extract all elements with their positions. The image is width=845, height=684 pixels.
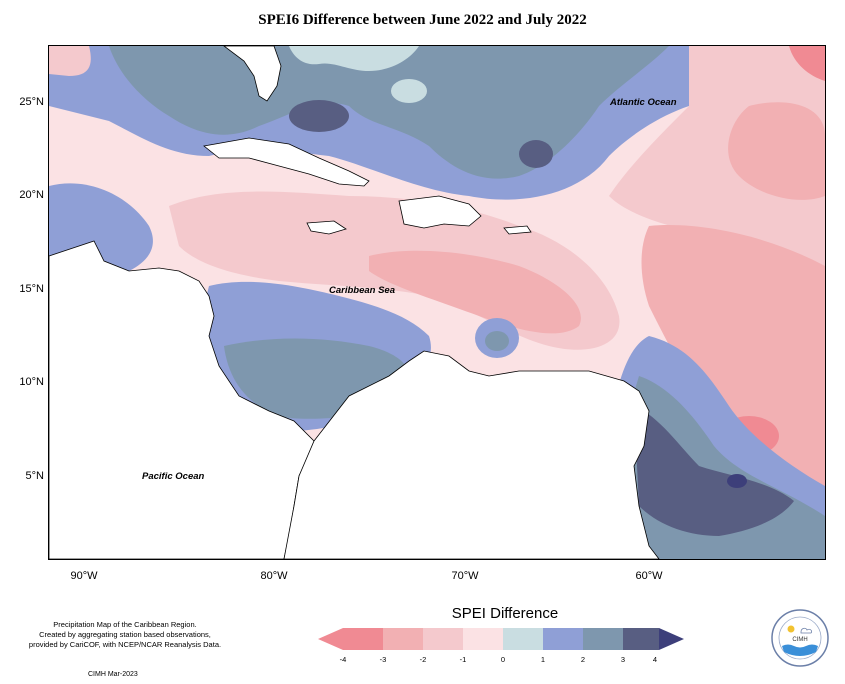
legend-tick-4: 4 bbox=[652, 655, 658, 664]
contour-ne-corner bbox=[789, 46, 825, 81]
land-hispaniola bbox=[398, 195, 482, 229]
lon-label-70: 70°W bbox=[451, 570, 479, 582]
legend-swatch-minus4 bbox=[343, 628, 383, 650]
land-puerto-rico bbox=[503, 225, 532, 235]
land-south-america bbox=[283, 350, 660, 559]
legend-title: SPEI Difference bbox=[451, 605, 559, 622]
contour-ne-deep bbox=[728, 102, 825, 200]
land-florida bbox=[223, 46, 282, 102]
spei-map-canvas bbox=[49, 46, 825, 559]
legend-swatch-lt-minus4 bbox=[318, 628, 343, 650]
legend-swatch-minus3 bbox=[383, 628, 423, 650]
contour-atlantic-light bbox=[391, 79, 427, 103]
legend-swatch-1 bbox=[543, 628, 583, 650]
contour-central-deep bbox=[369, 250, 581, 334]
land-jamaica bbox=[306, 220, 347, 235]
legend-tick-0: 0 bbox=[500, 655, 506, 664]
legend-colorbar bbox=[318, 628, 684, 650]
legend-tick-2: 2 bbox=[580, 655, 586, 664]
spei-map bbox=[48, 45, 826, 560]
contour-east-pink bbox=[641, 225, 825, 497]
lat-label-20: 20°N bbox=[19, 189, 44, 201]
lat-label-15: 15°N bbox=[19, 283, 44, 295]
contour-atlantic-dark bbox=[519, 140, 553, 168]
logo-text: CIMH bbox=[792, 637, 807, 643]
contour-north-light bbox=[289, 46, 419, 71]
cimh-logo: CIMH bbox=[771, 609, 829, 667]
atlantic-ocean-label: Atlantic Ocean bbox=[610, 97, 677, 108]
legend-tick-3: 3 bbox=[620, 655, 626, 664]
land-masses bbox=[49, 46, 660, 559]
lat-label-25: 25°N bbox=[19, 96, 44, 108]
lon-label-90: 90°W bbox=[70, 570, 98, 582]
legend-swatch-minus1 bbox=[463, 628, 503, 650]
lon-label-80: 80°W bbox=[260, 570, 288, 582]
land-cuba bbox=[203, 137, 370, 187]
legend-swatch-gt-4 bbox=[659, 628, 684, 650]
map-title: SPEI6 Difference between June 2022 and J… bbox=[258, 12, 587, 28]
legend-swatch-0 bbox=[503, 628, 543, 650]
caribbean-sea-label: Caribbean Sea bbox=[329, 285, 395, 296]
contour-guiana-dark bbox=[634, 406, 794, 536]
wave-icon bbox=[782, 644, 818, 656]
contour-venezuela-slate bbox=[485, 331, 509, 351]
legend-swatch-minus2 bbox=[423, 628, 463, 650]
cloud-icon bbox=[800, 627, 813, 634]
sun-icon bbox=[787, 625, 795, 633]
lat-label-10: 10°N bbox=[19, 376, 44, 388]
legend-swatch-2 bbox=[583, 628, 623, 650]
footnote-line-1: Precipitation Map of the Caribbean Regio… bbox=[53, 620, 197, 629]
footnote-line-2: Created by aggregating station based obs… bbox=[39, 630, 211, 639]
pacific-ocean-label: Pacific Ocean bbox=[142, 471, 205, 482]
contour-nw-pink bbox=[49, 46, 91, 76]
contour-bahamas-dark bbox=[289, 100, 349, 132]
map-footnote: Precipitation Map of the Caribbean Regio… bbox=[0, 620, 250, 650]
lon-label-60: 60°W bbox=[635, 570, 663, 582]
legend-swatch-3 bbox=[623, 628, 659, 650]
legend-tick-minus1: -1 bbox=[459, 655, 467, 664]
credit-text: CIMH Mar-2023 bbox=[88, 671, 138, 678]
legend-tick-minus2: -2 bbox=[419, 655, 427, 664]
footnote-line-3: provided by CariCOF, with NCEP/NCAR Rean… bbox=[28, 640, 222, 649]
lat-label-5: 5°N bbox=[25, 470, 44, 482]
contour-guiana-darkest bbox=[727, 474, 747, 488]
legend-tick-minus3: -3 bbox=[379, 655, 387, 664]
legend-tick-minus4: -4 bbox=[339, 655, 347, 664]
legend-tick-1: 1 bbox=[540, 655, 546, 664]
